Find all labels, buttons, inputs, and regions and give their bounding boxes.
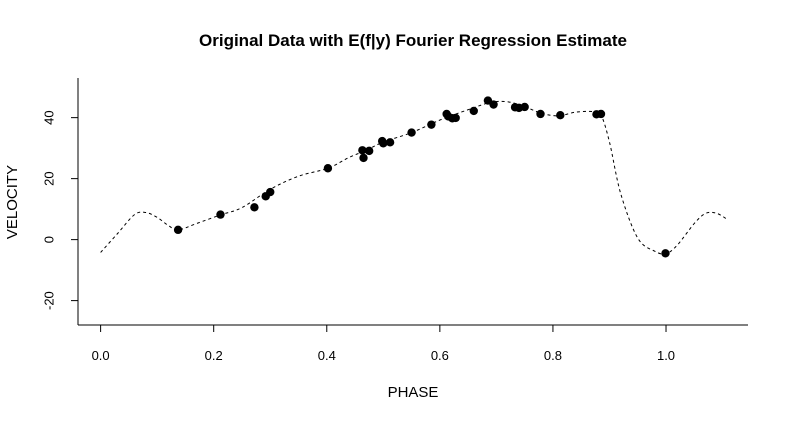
- data-point: [520, 102, 529, 112]
- data-point: [323, 164, 333, 173]
- data-point: [364, 146, 374, 156]
- points-layer: [173, 96, 670, 258]
- data-point: [451, 113, 460, 123]
- data-point: [173, 225, 183, 235]
- data-point: [536, 109, 545, 119]
- data-point: [556, 111, 565, 120]
- data-point: [266, 187, 275, 197]
- data-point: [379, 139, 388, 148]
- fourier-estimate-curve: [100, 100, 729, 255]
- x-tick-label: 0.6: [431, 348, 449, 363]
- curve-layer: [100, 100, 729, 255]
- data-point: [407, 128, 416, 137]
- y-tick-label: -20: [41, 291, 56, 310]
- x-axis-label: PHASE: [388, 384, 439, 401]
- axes: 0.0 0.2 0.4 0.6 0.8 1.0 -20 0 20 40: [41, 78, 748, 363]
- data-point: [469, 106, 478, 116]
- data-point: [216, 210, 225, 219]
- chart-title: Original Data with E(f|y) Fourier Regres…: [199, 31, 627, 50]
- data-point: [427, 120, 436, 129]
- y-tick-label: 40: [41, 110, 56, 124]
- data-point: [661, 249, 670, 258]
- y-tick-label: 0: [41, 236, 56, 243]
- x-tick-label: 0.4: [318, 348, 336, 363]
- x-tick-label: 0.2: [205, 348, 223, 363]
- data-point: [358, 146, 367, 155]
- x-tick-label: 1.0: [657, 348, 675, 363]
- y-tick-label: 20: [41, 171, 56, 185]
- y-axis-label: VELOCITY: [4, 165, 21, 239]
- data-point: [596, 109, 606, 119]
- x-tick-label: 0.8: [544, 348, 562, 363]
- data-point: [489, 100, 498, 109]
- data-point: [385, 138, 395, 147]
- data-point: [359, 153, 368, 163]
- data-point: [250, 203, 259, 212]
- x-tick-label: 0.0: [92, 348, 110, 363]
